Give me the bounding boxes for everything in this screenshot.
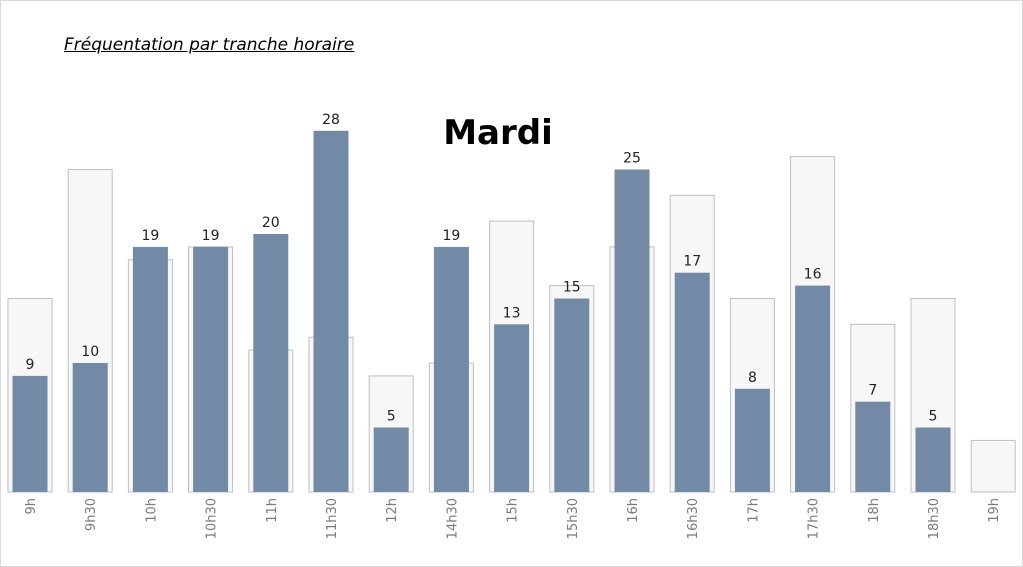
bar-11h30 (313, 130, 349, 493)
bar-16h (614, 169, 650, 492)
bar-10h30 (193, 246, 229, 492)
data-label-18h30: 5 (929, 409, 938, 425)
data-label-11h30: 28 (322, 112, 340, 128)
bar-9h (12, 375, 48, 492)
bar-17h (734, 388, 770, 492)
data-label-11h: 20 (262, 215, 280, 231)
x-tick-label-19h: 19h (987, 498, 1002, 523)
x-tick-label-15h: 15h (506, 498, 521, 523)
data-labels: 9 10 19 19 20 28 5 19 13 15 25 17 8 16 7 5 (26, 112, 938, 425)
x-tick-label-14h30: 14h30 (445, 498, 460, 539)
x-tick-label-11h30: 11h30 (325, 498, 340, 539)
data-label-9h30: 10 (81, 344, 99, 360)
x-tick-label-15h30: 15h30 (566, 498, 581, 539)
bar-10h (132, 246, 168, 492)
bar-18h (855, 401, 891, 492)
data-label-10h: 19 (141, 228, 159, 244)
data-label-9h: 9 (26, 357, 35, 373)
data-label-14h30: 19 (442, 228, 460, 244)
bar-17h30 (795, 285, 831, 492)
x-tick-label-9h: 9h (24, 498, 39, 515)
data-label-17h: 8 (748, 370, 757, 386)
x-tick-label-16h: 16h (626, 498, 641, 523)
data-label-18h: 7 (868, 383, 877, 399)
reference-bar-19h (970, 439, 1016, 493)
chart-title: Mardi (443, 113, 553, 153)
page-title: Fréquentation par tranche horaire (64, 35, 355, 55)
bar-11h (253, 234, 289, 492)
data-label-10h30: 19 (202, 228, 220, 244)
bar-14h30 (433, 246, 469, 492)
x-tick-label-18h30: 18h30 (927, 498, 942, 539)
x-tick-label-12h: 12h (385, 498, 400, 523)
bar-9h30 (72, 363, 108, 492)
data-label-16h30: 17 (683, 254, 701, 270)
x-tick-label-17h: 17h (746, 498, 761, 523)
data-label-12h: 5 (387, 409, 396, 425)
bar-18h30 (915, 427, 951, 492)
x-tick-label-11h: 11h (265, 498, 280, 523)
x-tick-label-16h30: 16h30 (686, 498, 701, 539)
x-tick-label-10h: 10h (144, 498, 159, 523)
main-bars (12, 130, 951, 493)
x-tick-label-17h30: 17h30 (807, 498, 822, 539)
bar-15h30 (554, 298, 590, 492)
x-tick-label-18h: 18h (867, 498, 882, 523)
x-axis-ticks: 9h 9h30 10h 10h30 11h 11h30 12h 14h30 15h 15h30 16… (24, 498, 1002, 539)
x-tick-label-10h30: 10h30 (205, 498, 220, 539)
bar-15h (494, 324, 530, 492)
data-label-17h30: 16 (804, 267, 822, 283)
x-tick-label-9h30: 9h30 (84, 498, 99, 531)
data-label-16h: 25 (623, 151, 641, 167)
data-label-15h: 13 (503, 305, 521, 321)
bar-16h30 (674, 272, 710, 492)
bar-12h (373, 427, 409, 492)
data-label-15h30: 15 (563, 280, 581, 296)
